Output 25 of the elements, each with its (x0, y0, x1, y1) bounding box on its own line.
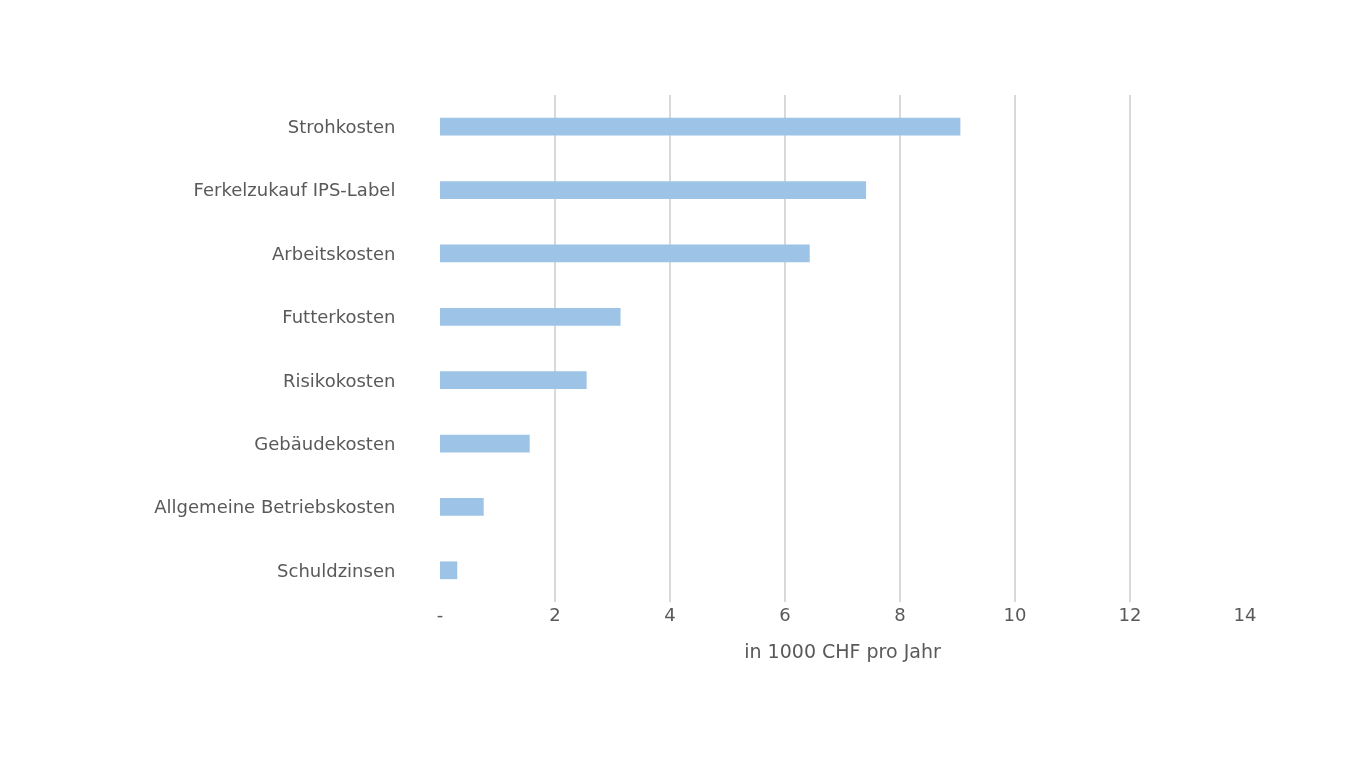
y-tick-label: Futterkosten (282, 306, 396, 328)
y-tick-label: Arbeitskosten (272, 242, 396, 264)
x-tick-label: 12 (1118, 604, 1142, 625)
y-tick-label: Risikokosten (282, 369, 396, 391)
bar (440, 434, 530, 453)
y-tick-label: Schuldzinsen (277, 559, 396, 581)
bar (440, 307, 621, 326)
x-tick-label: 8 (894, 604, 906, 625)
bar (440, 498, 484, 516)
x-tick-label: - (436, 604, 444, 625)
y-tick-label: Strohkosten (287, 115, 396, 137)
x-tick-label: 6 (779, 604, 791, 625)
bar (440, 371, 587, 390)
x-tick-label: 2 (549, 604, 561, 625)
y-tick-label: Gebäudekosten (254, 432, 396, 454)
bar (440, 561, 458, 580)
bar (440, 181, 867, 199)
x-tick-label: 14 (1233, 604, 1257, 625)
x-tick-label: 4 (664, 604, 676, 625)
bar (440, 117, 961, 136)
bar (440, 244, 810, 263)
y-tick-label: Allgemeine Betriebskosten (154, 496, 396, 518)
y-tick-label: Ferkelzukauf IPS-Label (193, 179, 396, 201)
x-axis-title: in 1000 CHF pro Jahr (744, 639, 941, 662)
x-tick-label: 10 (1003, 604, 1027, 625)
